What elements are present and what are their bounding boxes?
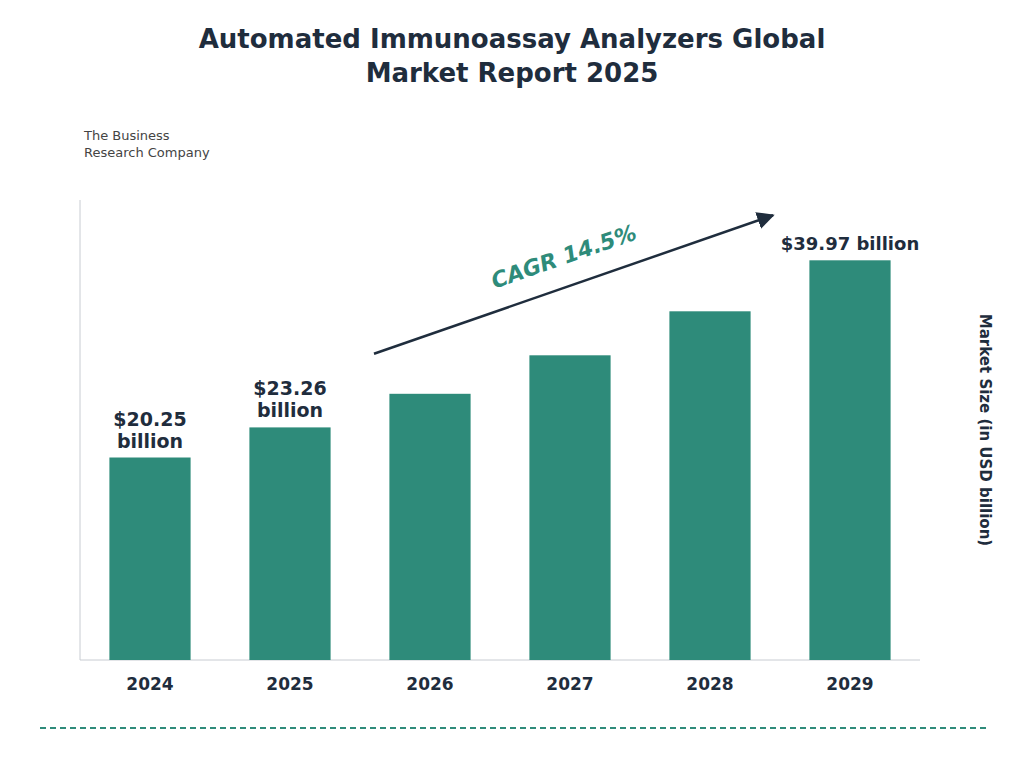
x-tick-label: 2029: [826, 674, 873, 694]
text-line: The Business: [83, 128, 170, 143]
bars: [109, 260, 890, 660]
bar: [109, 458, 190, 661]
data-label: $39.97 billion: [781, 233, 919, 254]
logo-text: The Business Research Company: [83, 128, 210, 160]
bar: [249, 427, 330, 660]
text-line: billion: [257, 399, 323, 421]
bar: [529, 355, 610, 660]
text-line: Research Company: [84, 145, 210, 160]
x-tick-label: 2026: [406, 674, 453, 694]
y-axis-label: Market Size (in USD billion): [976, 314, 994, 546]
text-line: Market Report 2025: [366, 58, 659, 88]
data-label: $20.25billion: [113, 408, 186, 452]
annotation: CAGR 14.5%: [488, 220, 640, 294]
background: [0, 0, 1024, 768]
bar: [669, 311, 750, 660]
x-tick-label: 2024: [126, 674, 173, 694]
text-line: Automated Immunoassay Analyzers Global: [199, 24, 826, 54]
x-axis-line: [80, 660, 920, 661]
x-tick-label: 2025: [266, 674, 313, 694]
text-line: billion: [117, 430, 183, 452]
chart: Automated Immunoassay Analyzers Global Ma…: [0, 0, 1024, 768]
x-tick-label: 2028: [686, 674, 733, 694]
text-line: $20.25: [113, 408, 186, 430]
x-tick-label: 2027: [546, 674, 593, 694]
data-label: $23.26billion: [253, 377, 326, 421]
bar: [809, 260, 890, 660]
cagr-arrow: [374, 215, 773, 353]
text-line: $39.97 billion: [781, 233, 919, 254]
title: Automated Immunoassay Analyzers Global Ma…: [199, 24, 826, 88]
text-line: $23.26: [253, 377, 326, 399]
footer-line: [40, 727, 990, 729]
bar: [389, 394, 470, 660]
y-axis-line: [80, 200, 81, 660]
